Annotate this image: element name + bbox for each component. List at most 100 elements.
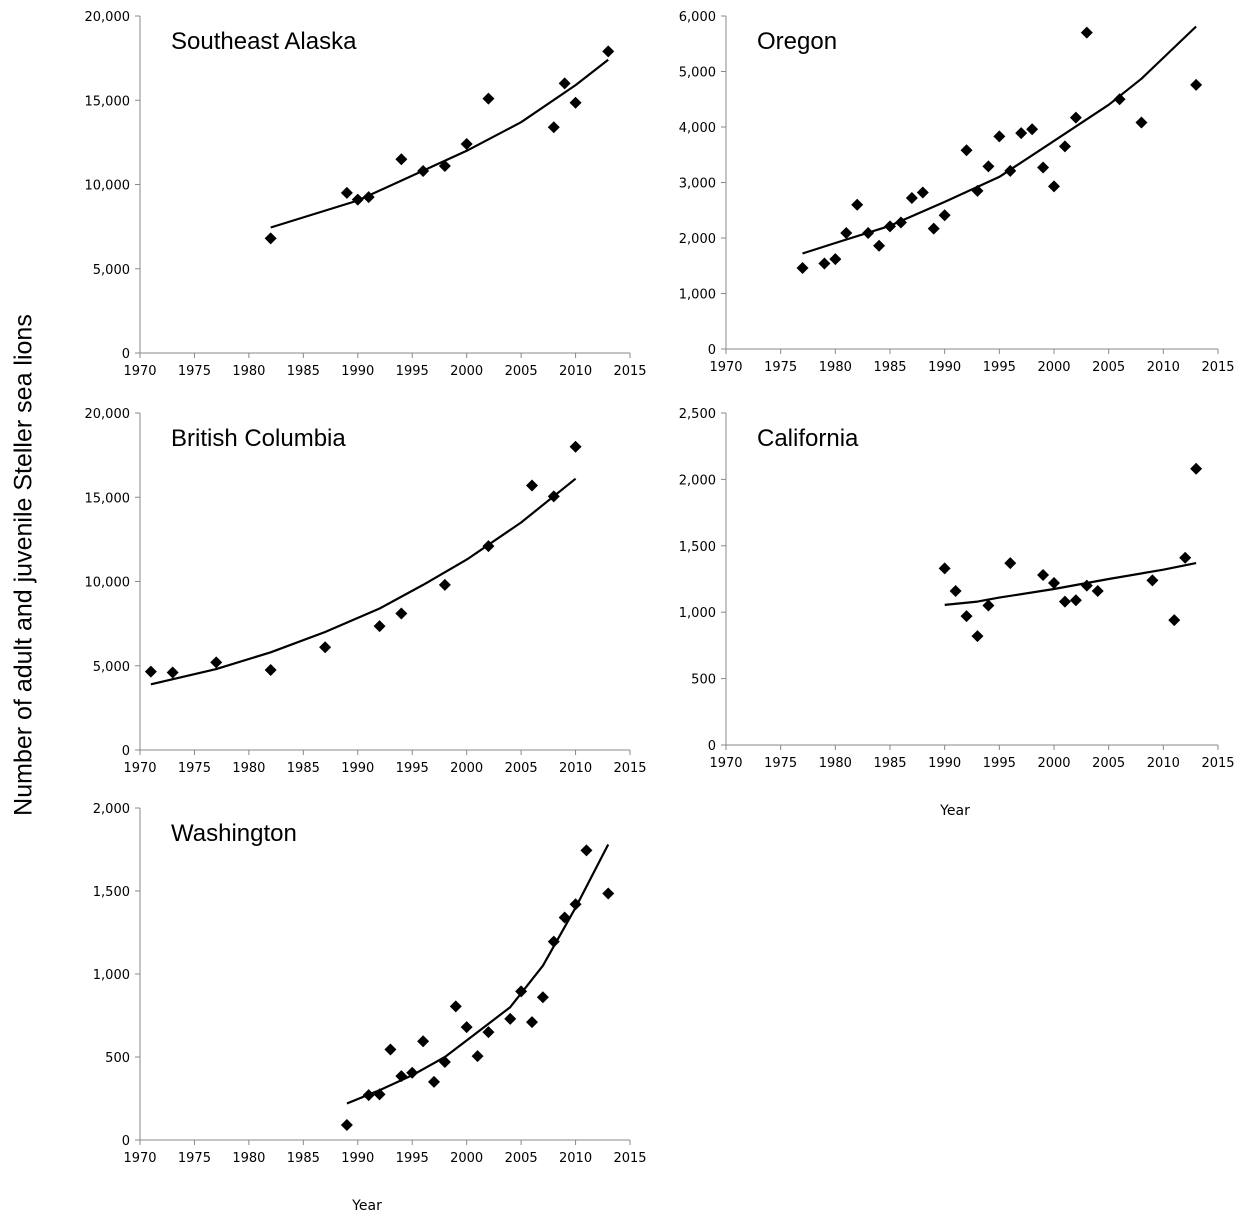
- x-tick-label: 2000: [1037, 360, 1070, 375]
- data-point: [1080, 579, 1093, 592]
- data-point: [547, 121, 560, 134]
- data-point: [373, 1088, 386, 1101]
- data-point: [1004, 164, 1017, 177]
- x-tick-label: 2000: [450, 761, 483, 776]
- data-point: [569, 898, 582, 911]
- y-tick-label: 500: [105, 1051, 130, 1066]
- data-point: [166, 666, 179, 679]
- data-point: [1091, 584, 1104, 597]
- data-point: [1190, 78, 1203, 91]
- data-point: [438, 578, 451, 591]
- data-point: [916, 186, 929, 199]
- x-tick-label: 1995: [396, 761, 429, 776]
- data-point: [1004, 557, 1017, 570]
- x-tick-label: 1990: [928, 756, 961, 771]
- data-point: [1069, 594, 1082, 607]
- data-point: [340, 186, 353, 199]
- x-tick-label: 1990: [928, 360, 961, 375]
- x-tick-label: 2010: [559, 1151, 592, 1166]
- data-point: [210, 656, 223, 669]
- data-point: [395, 1070, 408, 1083]
- data-point: [1168, 614, 1181, 627]
- data-point: [482, 92, 495, 105]
- y-tick-label: 10,000: [85, 576, 131, 591]
- panel-title: Oregon: [757, 28, 837, 55]
- x-tick-label: 2015: [1201, 756, 1234, 771]
- x-tick-label: 1985: [287, 1151, 320, 1166]
- x-tick-label: 1980: [232, 1151, 265, 1166]
- data-point: [602, 887, 615, 900]
- data-point: [144, 665, 157, 678]
- data-point: [547, 490, 560, 503]
- data-point: [569, 440, 582, 453]
- x-tick-label: 1970: [123, 761, 156, 776]
- y-tick-label: 4,000: [679, 121, 716, 136]
- data-point: [264, 232, 277, 245]
- panel-southeast-alaska: 1970 1975 1980 1985 1990 1995 2000 2005 2010 2015…: [85, 10, 647, 379]
- y-tick-label: 6,000: [679, 10, 716, 25]
- y-tick-label: 5,000: [679, 66, 716, 81]
- panel-title: Washington: [171, 820, 297, 847]
- data-point: [558, 911, 571, 924]
- x-tick-label: 1970: [709, 360, 742, 375]
- data-point: [873, 239, 886, 252]
- y-tick-label: 1,000: [679, 606, 716, 621]
- data-point: [1190, 462, 1203, 475]
- x-tick-label: 1970: [123, 1151, 156, 1166]
- data-point: [384, 1043, 397, 1056]
- data-point: [982, 599, 995, 612]
- x-tick-label: 1975: [178, 364, 211, 379]
- x-tick-label: 2015: [613, 364, 646, 379]
- x-axis-title-bottom: Year: [352, 1198, 382, 1214]
- data-point: [949, 584, 962, 597]
- y-tick-label: 2,000: [679, 473, 716, 488]
- y-tick-label: 500: [691, 673, 716, 688]
- y-tick-label: 20,000: [85, 10, 131, 25]
- data-point: [851, 198, 864, 211]
- x-tick-label: 2015: [613, 761, 646, 776]
- data-point: [547, 935, 560, 948]
- y-tick-label: 2,000: [93, 802, 130, 817]
- data-point: [818, 257, 831, 270]
- data-point: [796, 261, 809, 274]
- y-tick-label: 0: [708, 739, 716, 754]
- panel-oregon: 1970 1975 1980 1985 1990 1995 2000 2005 2010 2015…: [679, 10, 1235, 375]
- data-point: [938, 562, 951, 575]
- data-point: [504, 1012, 517, 1025]
- data-point: [960, 144, 973, 157]
- x-tick-label: 1995: [983, 360, 1016, 375]
- data-point: [580, 844, 593, 857]
- x-tick-label: 1980: [232, 364, 265, 379]
- x-tick-label: 1970: [123, 364, 156, 379]
- x-tick-label: 1985: [873, 360, 906, 375]
- data-point: [417, 165, 430, 178]
- data-point: [417, 1035, 430, 1048]
- data-point: [362, 1089, 375, 1102]
- x-tick-label: 1990: [341, 364, 374, 379]
- y-tick-label: 1,500: [93, 885, 130, 900]
- y-tick-label: 1,500: [679, 540, 716, 555]
- trend-line: [944, 562, 1197, 606]
- data-point: [905, 192, 918, 205]
- y-tick-label: 5,000: [93, 263, 130, 278]
- x-tick-label: 2005: [1092, 756, 1125, 771]
- data-point: [840, 227, 853, 240]
- x-tick-label: 1980: [819, 756, 852, 771]
- x-tick-label: 1975: [178, 761, 211, 776]
- data-point: [482, 1026, 495, 1039]
- data-point: [471, 1050, 484, 1063]
- x-tick-label: 2010: [1147, 756, 1180, 771]
- panel-washington: 1970 1975 1980 1985 1990 1995 2000 2005 2010 2015…: [93, 802, 647, 1166]
- x-tick-label: 2005: [1092, 360, 1125, 375]
- x-tick-label: 1985: [287, 761, 320, 776]
- data-point: [526, 479, 538, 492]
- data-point: [1037, 161, 1050, 174]
- x-tick-label: 1990: [341, 1151, 374, 1166]
- x-tick-label: 2005: [505, 364, 538, 379]
- data-point: [927, 222, 940, 235]
- data-point: [319, 641, 332, 654]
- data-point: [1146, 574, 1159, 587]
- data-point: [482, 540, 495, 553]
- x-tick-label: 1995: [396, 364, 429, 379]
